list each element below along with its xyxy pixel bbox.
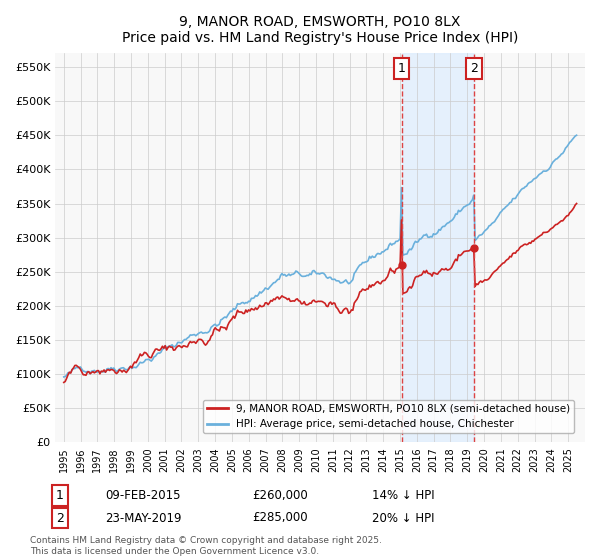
9, MANOR ROAD, EMSWORTH, PO10 8LX (semi-detached house) xyxy=(260,302,268,309)
Text: 20% ↓ HPI: 20% ↓ HPI xyxy=(372,511,434,525)
Text: 1: 1 xyxy=(398,62,406,75)
9, MANOR ROAD, EMSWORTH, PO10 8LX (semi-detached house) xyxy=(506,253,514,260)
Bar xyxy=(402,53,474,442)
HPI: Average price, semi-detached house, Chichester: (2.02e+03, 3.1e+05): Average price, semi-detached house, Chic… xyxy=(481,227,488,234)
HPI: Average price, semi-detached house, Chichester: (2e+03, 9.6e+04): Average price, semi-detached house, Chic… xyxy=(60,374,67,380)
Text: 2: 2 xyxy=(56,511,64,525)
HPI: Average price, semi-detached house, Chichester: (2.01e+03, 2.27e+05): Average price, semi-detached house, Chic… xyxy=(266,284,273,291)
Text: 09-FEB-2015: 09-FEB-2015 xyxy=(105,489,181,502)
HPI: Average price, semi-detached house, Chichester: (2.02e+03, 3.07e+05): Average price, semi-detached house, Chic… xyxy=(434,229,441,236)
9, MANOR ROAD, EMSWORTH, PO10 8LX (semi-detached house) xyxy=(60,379,67,386)
Text: £285,000: £285,000 xyxy=(252,511,308,525)
Text: £260,000: £260,000 xyxy=(252,489,308,502)
Legend: 9, MANOR ROAD, EMSWORTH, PO10 8LX (semi-detached house), HPI: Average price, sem: 9, MANOR ROAD, EMSWORTH, PO10 8LX (semi-… xyxy=(203,400,574,433)
Text: 1: 1 xyxy=(56,489,64,502)
HPI: Average price, semi-detached house, Chichester: (2.03e+03, 4.5e+05): Average price, semi-detached house, Chic… xyxy=(573,132,580,138)
HPI: Average price, semi-detached house, Chichester: (2e+03, 1.22e+05): Average price, semi-detached house, Chic… xyxy=(149,356,157,363)
Text: 2: 2 xyxy=(470,62,478,75)
9, MANOR ROAD, EMSWORTH, PO10 8LX (semi-detached house) xyxy=(434,271,441,278)
Title: 9, MANOR ROAD, EMSWORTH, PO10 8LX
Price paid vs. HM Land Registry's House Price : 9, MANOR ROAD, EMSWORTH, PO10 8LX Price … xyxy=(122,15,518,45)
Text: 23-MAY-2019: 23-MAY-2019 xyxy=(105,511,182,525)
HPI: Average price, semi-detached house, Chichester: (2.02e+03, 3.51e+05): Average price, semi-detached house, Chic… xyxy=(506,199,514,206)
9, MANOR ROAD, EMSWORTH, PO10 8LX (semi-detached house) xyxy=(149,351,157,357)
9, MANOR ROAD, EMSWORTH, PO10 8LX (semi-detached house) xyxy=(266,300,273,306)
9, MANOR ROAD, EMSWORTH, PO10 8LX (semi-detached house) xyxy=(573,200,580,207)
Line: 9, MANOR ROAD, EMSWORTH, PO10 8LX (semi-detached house): 9, MANOR ROAD, EMSWORTH, PO10 8LX (semi-… xyxy=(64,203,577,382)
9, MANOR ROAD, EMSWORTH, PO10 8LX (semi-detached house) xyxy=(481,277,488,283)
HPI: Average price, semi-detached house, Chichester: (2.01e+03, 2.23e+05): Average price, semi-detached house, Chic… xyxy=(260,287,268,293)
Text: Contains HM Land Registry data © Crown copyright and database right 2025.
This d: Contains HM Land Registry data © Crown c… xyxy=(30,536,382,556)
Text: 14% ↓ HPI: 14% ↓ HPI xyxy=(372,489,434,502)
Line: HPI: Average price, semi-detached house, Chichester: HPI: Average price, semi-detached house,… xyxy=(64,135,577,377)
